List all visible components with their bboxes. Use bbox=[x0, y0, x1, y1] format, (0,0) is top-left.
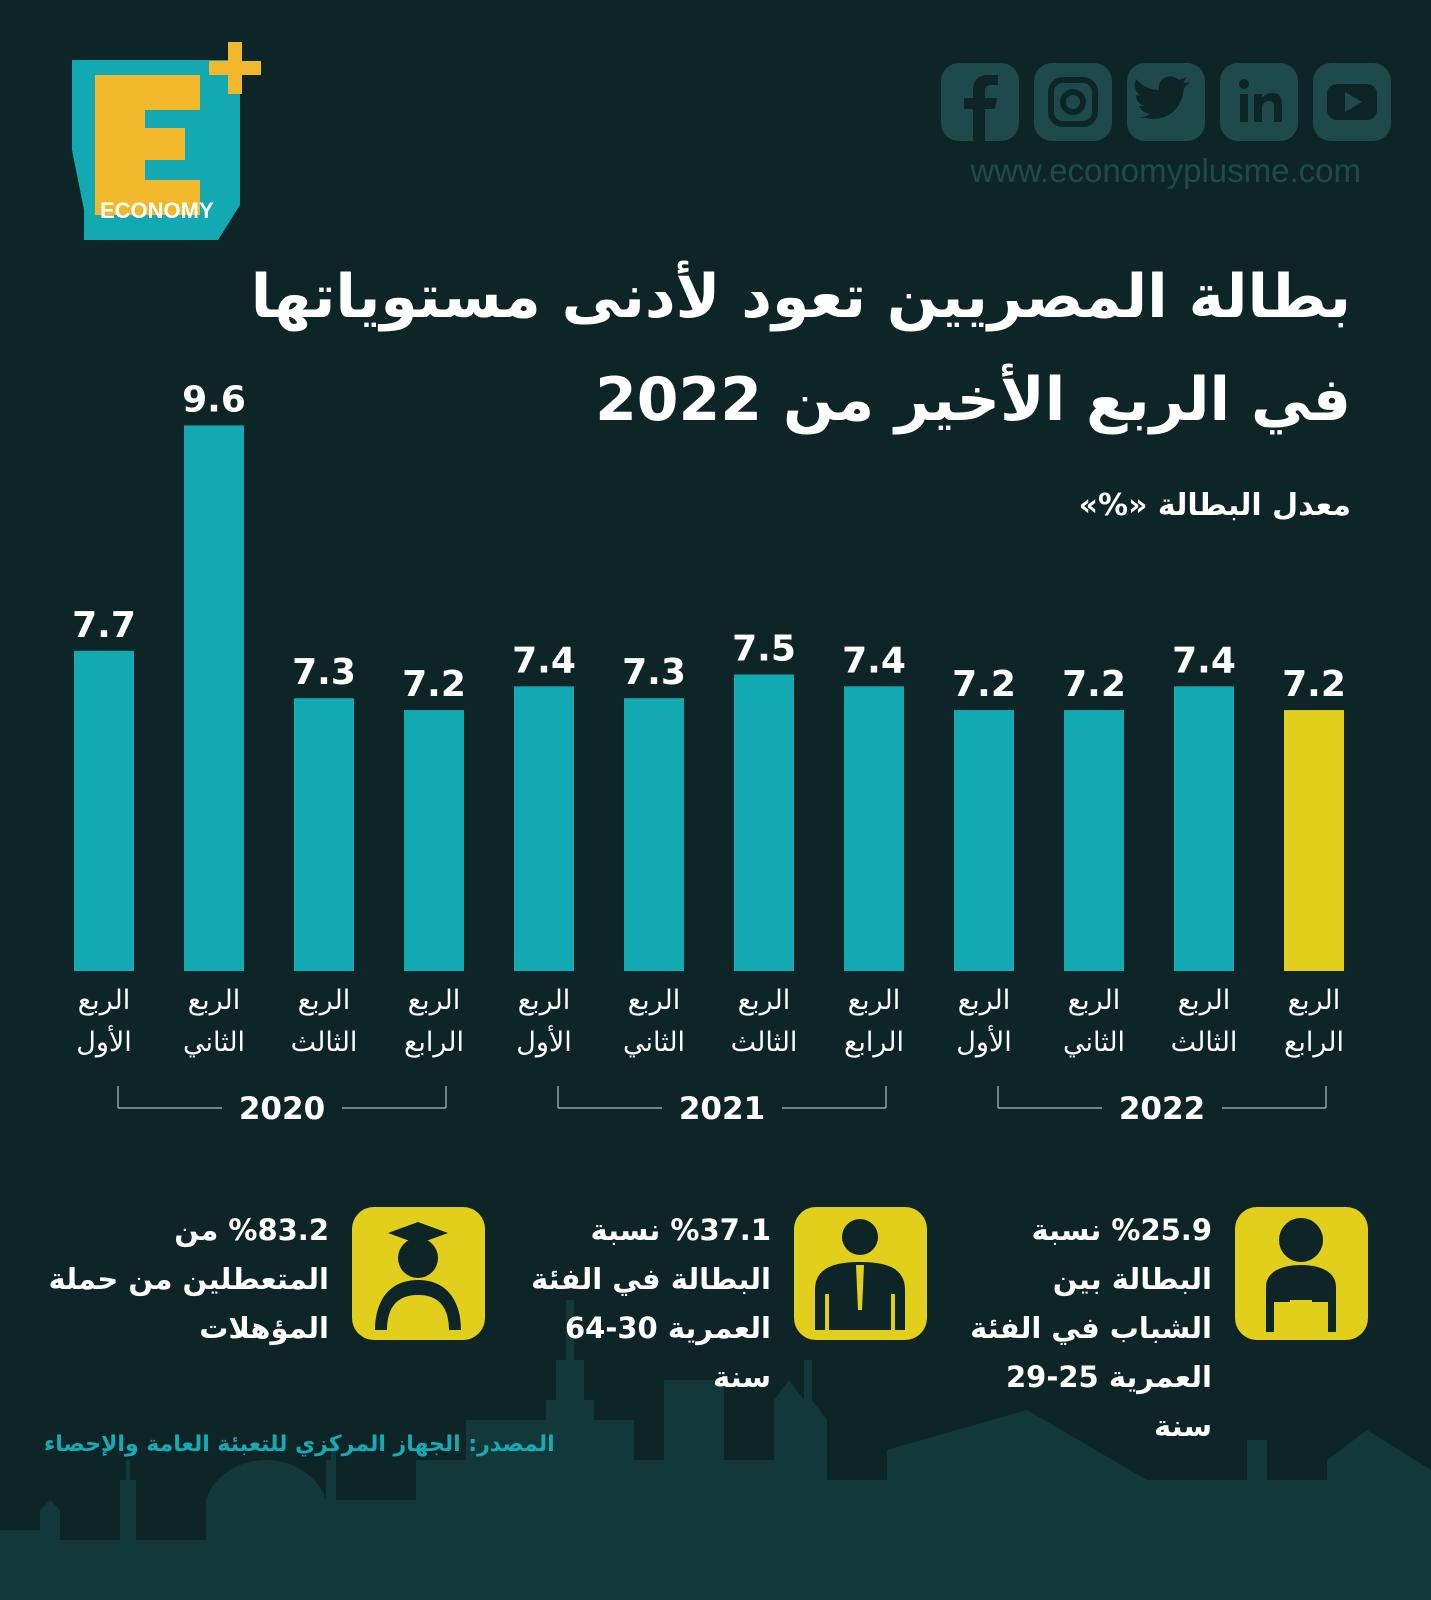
value-label: 7.3 bbox=[622, 652, 686, 693]
x-tick-label: الربع الرابع bbox=[843, 985, 904, 1058]
bar bbox=[844, 686, 904, 971]
stat-icons bbox=[352, 1207, 1368, 1340]
value-label: 7.4 bbox=[842, 640, 906, 681]
x-tick-label: الربع الثالث bbox=[290, 985, 358, 1058]
x-tick-label: الربع الثالث bbox=[730, 985, 798, 1058]
chart-title: بطالة المصريين تعود لأدنى مستوياتها bbox=[250, 262, 1351, 332]
value-label: 7.2 bbox=[1282, 664, 1346, 705]
value-label: 7.4 bbox=[1172, 640, 1236, 681]
bar bbox=[184, 425, 244, 971]
chart-subtitle: معدل البطالة «%» bbox=[1078, 488, 1351, 523]
value-label: 7.4 bbox=[512, 640, 576, 681]
group-label: 2020 bbox=[239, 1091, 325, 1127]
value-label: 7.5 bbox=[732, 629, 796, 670]
value-label: 7.3 bbox=[292, 652, 356, 693]
bar bbox=[734, 674, 794, 971]
value-label: 7.2 bbox=[402, 664, 466, 705]
x-tick-label: الربع الأول bbox=[956, 985, 1012, 1058]
x-tick-label: الربع الأول bbox=[76, 985, 132, 1058]
bar bbox=[624, 698, 684, 971]
group-label: 2021 bbox=[679, 1091, 765, 1127]
social-icons bbox=[941, 63, 1391, 141]
x-tick-label: الربع الأول bbox=[516, 985, 572, 1058]
bar bbox=[954, 710, 1014, 971]
bar bbox=[1284, 710, 1344, 971]
value-label: 7.7 bbox=[72, 605, 136, 646]
value-label: 9.6 bbox=[182, 379, 246, 420]
bar bbox=[1174, 686, 1234, 971]
x-tick-label: الربع الرابع bbox=[1283, 985, 1344, 1058]
bar bbox=[404, 710, 464, 971]
website-url: www.economyplusme.com bbox=[970, 152, 1361, 189]
x-tick-label: الربع الثاني bbox=[622, 985, 686, 1058]
x-tick-label: الربع الرابع bbox=[403, 985, 464, 1058]
value-label: 7.2 bbox=[1062, 664, 1126, 705]
x-tick-label: الربع الثاني bbox=[182, 985, 246, 1058]
x-tick-label: الربع الثاني bbox=[1062, 985, 1126, 1058]
bar bbox=[294, 698, 354, 971]
group-label-bg bbox=[662, 1088, 782, 1128]
source: المصدر: الجهاز المركزي للتعبئة العامة وا… bbox=[44, 1432, 555, 1457]
group-label-bg bbox=[222, 1088, 342, 1128]
group-label: 2022 bbox=[1119, 1091, 1205, 1127]
bar bbox=[514, 686, 574, 971]
stat-text: %83.2 من المتعطلين من حملة المؤهلات bbox=[48, 1213, 329, 1345]
stat-text: %37.1 نسبة البطالة في الفئة العمرية 30-6… bbox=[531, 1213, 771, 1394]
skyline bbox=[0, 1300, 1431, 1600]
logo bbox=[72, 42, 261, 240]
x-tick-label: الربع الثالث bbox=[1170, 985, 1238, 1058]
bar bbox=[1064, 710, 1124, 971]
bar bbox=[74, 650, 134, 971]
stat-text: %25.9 نسبة البطالة بين الشباب في الفئة ا… bbox=[970, 1213, 1212, 1443]
group-label-bg bbox=[1102, 1088, 1222, 1128]
value-label: 7.2 bbox=[952, 664, 1016, 705]
logo-text: ECONOMY bbox=[100, 198, 214, 223]
chart-title: في الربع الأخير من 2022 bbox=[595, 365, 1351, 435]
